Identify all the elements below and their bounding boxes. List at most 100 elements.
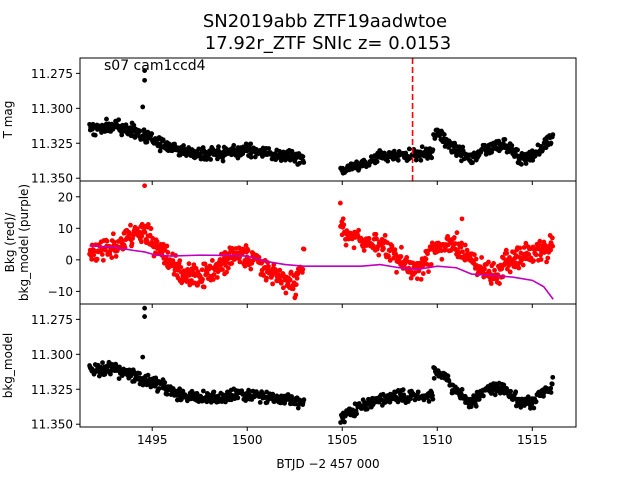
data-point-bkgmodel-0-137 <box>164 391 170 397</box>
data-point-bkg-1-109 <box>399 244 404 250</box>
data-point-tmag-0-285 <box>248 141 254 147</box>
data-point-tmag-1-123 <box>419 144 425 150</box>
plot-area-bkgmodel <box>87 305 556 425</box>
y-axis-label-tmag: T mag <box>1 101 15 140</box>
data-point-bkg-1-144 <box>418 276 424 282</box>
data-point-bkg-1-303 <box>507 269 513 275</box>
data-point-bkg-0-375 <box>278 280 284 286</box>
data-point-bkg-1-63 <box>373 231 379 237</box>
data-point-tmag-0-255 <box>231 143 237 148</box>
data-point-bkg-0-315 <box>248 266 254 272</box>
data-point-bkg-0-25 <box>99 252 105 257</box>
data-point-tmag-0-110 <box>149 131 155 137</box>
data-point-bkg-0-398 <box>290 286 296 292</box>
x-tick-label-2: 1505 <box>327 433 358 447</box>
data-point-bkgmodel-2-206 <box>548 390 554 395</box>
x-axis-label: BTJD −2 457 000 <box>276 457 379 471</box>
x-tick-label-1: 1500 <box>232 433 263 447</box>
data-point-bkgmodel-1-0 <box>338 420 344 425</box>
outlier-point-bkg-0 <box>142 183 148 189</box>
y-tick-label-bkgmodel-3: 11.350 <box>31 418 73 432</box>
data-point-bkg-1-5 <box>340 216 346 222</box>
panel-annotation: s07 cam1ccd4 <box>104 58 206 74</box>
data-point-bkg-0-48 <box>111 239 117 245</box>
data-point-bkg-0-268 <box>224 269 229 275</box>
data-point-bkg-1-77 <box>381 246 386 251</box>
data-point-bkg-0-112 <box>144 238 150 243</box>
data-point-bkg-1-118 <box>404 254 410 260</box>
data-point-bkg-1-215 <box>458 244 464 250</box>
data-point-bkg-0-260 <box>220 267 225 272</box>
data-point-bkg-0-384 <box>283 290 289 296</box>
data-point-bkgmodel-0-103 <box>145 372 151 378</box>
data-point-tmag-0-371 <box>297 160 302 166</box>
data-point-bkg-1-279 <box>494 276 500 282</box>
data-point-bkg-1-133 <box>412 270 418 275</box>
data-point-bkg-0-250 <box>214 275 220 280</box>
data-point-bkg-1-153 <box>423 256 429 262</box>
data-point-bkg-1-252 <box>479 255 485 260</box>
data-point-bkg-0-403 <box>293 292 299 298</box>
data-point-bkgmodel-0-165 <box>180 388 186 394</box>
panels: 11.275 11.300 11.325 11.350 T mag s07 cam1ccd… <box>1 57 577 447</box>
data-point-bkg-1-208 <box>454 230 460 236</box>
data-point-bkg-1-68 <box>376 252 382 258</box>
data-point-bkg-0-43 <box>109 255 115 260</box>
data-point-tmag-0-101 <box>144 139 150 145</box>
data-point-bkg-1-328 <box>521 245 527 250</box>
data-point-bkgmodel-2-144 <box>513 389 519 395</box>
x-tick-label-3: 1510 <box>422 433 453 447</box>
data-point-bkg-0-226 <box>202 261 208 267</box>
y-tick-label-bkgmodel-0: 11.275 <box>31 313 73 327</box>
data-point-tmag-0-379 <box>301 160 307 165</box>
data-point-bkg-1-38 <box>359 237 365 243</box>
data-point-bkg-0-278 <box>229 261 235 266</box>
data-point-bkg-0-120 <box>148 226 154 231</box>
data-point-bkg-1-100 <box>394 269 399 275</box>
data-point-tmag-0-130 <box>160 137 166 143</box>
data-point-bkg-1-273 <box>491 261 496 266</box>
data-point-bkgmodel-0-207 <box>204 399 210 405</box>
data-point-bkg-0-101 <box>139 239 144 245</box>
data-point-tmag-0-236 <box>220 158 226 164</box>
data-point-bkg-1-129 <box>410 260 416 266</box>
data-point-bkg-0-15 <box>94 256 100 262</box>
data-point-bkg-0-178 <box>178 264 184 270</box>
panel-bkgmodel: 11.275 11.300 11.325 11.350 1495 1500 1505 1510… <box>1 303 577 447</box>
data-point-bkg-1-137 <box>414 276 420 282</box>
outlier-point-bkgmodel-2 <box>140 354 146 360</box>
data-point-bkg-0-220 <box>199 267 205 273</box>
data-point-bkg-1-223 <box>462 242 468 248</box>
data-point-tmag-0-293 <box>252 154 258 160</box>
data-point-bkg-1-32 <box>356 227 361 233</box>
data-point-bkg-1-284 <box>497 281 502 286</box>
data-point-tmag-0-193 <box>196 146 202 152</box>
data-point-bkgmodel-0-123 <box>156 386 162 391</box>
data-point-bkg-0-8 <box>91 252 97 258</box>
y-tick-label-bkgmodel-1: 11.300 <box>31 348 73 362</box>
y-tick-label-bkg-1: 0 <box>65 253 73 267</box>
data-point-tmag-1-24 <box>354 159 360 165</box>
plot-area-bkg <box>87 183 556 301</box>
data-point-bkgmodel-0-117 <box>153 375 159 381</box>
data-point-bkgmodel-0-108 <box>148 384 154 390</box>
data-point-bkg-1-95 <box>391 255 396 261</box>
data-point-tmag-2-68 <box>470 160 475 166</box>
data-point-tmag-2-51 <box>460 144 466 150</box>
data-point-bkgmodel-0-23 <box>100 360 105 366</box>
data-point-bkgmodel-2-87 <box>480 393 486 399</box>
data-point-bkg-1-257 <box>482 266 487 272</box>
data-point-bkg-0-369 <box>275 272 281 278</box>
y-tick-label-tmag-1: 11.300 <box>31 102 73 116</box>
x-tick-label-4: 1515 <box>517 433 548 447</box>
data-point-bkg-0-46 <box>110 231 116 237</box>
y-tick-label-bkgmodel-2: 11.325 <box>31 383 73 397</box>
data-point-bkg-1-336 <box>526 252 532 257</box>
data-point-bkg-0-78 <box>127 232 132 238</box>
data-point-bkgmodel-0-281 <box>246 387 251 393</box>
data-point-bkgmodel-1-94 <box>400 387 406 393</box>
data-point-bkg-1-181 <box>439 256 445 262</box>
data-point-bkg-0-93 <box>134 226 140 232</box>
data-point-bkg-1-286 <box>498 262 504 268</box>
data-point-tmag-1-71 <box>385 158 391 164</box>
